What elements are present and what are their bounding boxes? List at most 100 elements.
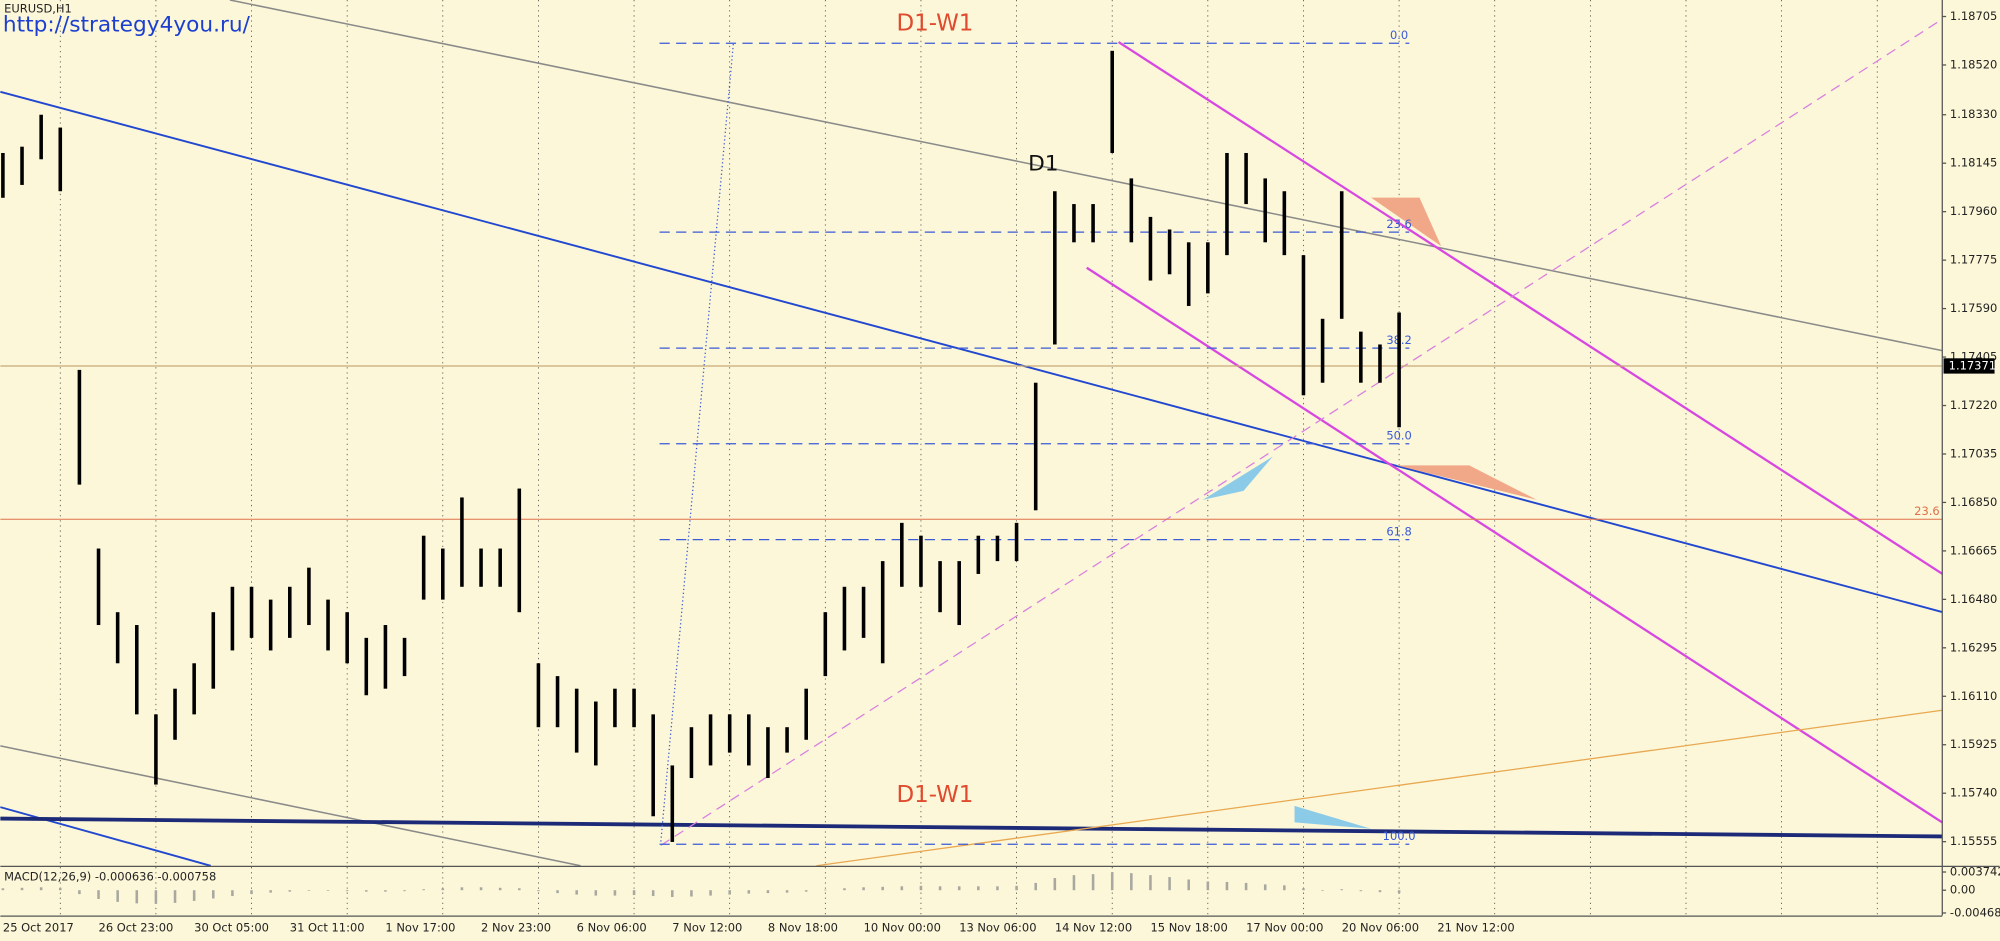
macd-bar [843, 888, 846, 891]
candle [498, 548, 502, 587]
candle [747, 714, 751, 766]
macd-bar [919, 885, 923, 891]
macd-bar [269, 890, 272, 893]
candle [1186, 242, 1191, 306]
x-tick-label: 10 Nov 00:00 [864, 921, 941, 935]
candle [517, 488, 522, 613]
candle [58, 127, 63, 192]
triangle [1294, 805, 1372, 829]
candle [919, 535, 923, 587]
y-tick-label: 1.18145 [1950, 156, 1997, 170]
macd-bar [78, 890, 81, 895]
trend-line [660, 18, 1943, 846]
macd-bar [537, 890, 540, 892]
candle [1282, 191, 1287, 256]
candle [460, 497, 464, 587]
candle [173, 688, 177, 740]
candle [1301, 255, 1306, 396]
macd-bar [766, 890, 770, 894]
macd-bar [804, 890, 808, 892]
x-tick-label: 21 Nov 12:00 [1437, 921, 1514, 935]
candle [1244, 152, 1248, 205]
macd-bar [212, 890, 215, 899]
macd-bar [97, 890, 100, 899]
candle [1359, 331, 1363, 383]
candle [574, 688, 579, 753]
y-tick-label: 1.17220 [1950, 398, 1997, 412]
candle [823, 612, 828, 677]
candle [842, 586, 847, 651]
candle [345, 612, 349, 664]
macd-bar [594, 890, 598, 896]
candle [402, 637, 407, 677]
macd-bar [977, 886, 980, 891]
candle [536, 663, 541, 728]
macd-bar [747, 890, 751, 894]
candle [785, 727, 789, 753]
macd-bar [1072, 875, 1076, 891]
candle [479, 548, 483, 587]
candle [976, 535, 981, 574]
macd-tick-label: 0.003742 [1950, 865, 2000, 879]
macd-bar [1378, 890, 1382, 893]
macd-bar [518, 888, 521, 891]
macd-bar [1397, 890, 1401, 894]
x-tick-label: 6 Nov 06:00 [577, 921, 647, 935]
x-tick-label: 8 Nov 18:00 [768, 921, 838, 935]
macd-bar [996, 886, 999, 891]
macd-bar [1206, 881, 1210, 891]
candle [1129, 178, 1134, 243]
macd-bar [1283, 885, 1286, 891]
fib-label: 23.6 [1386, 217, 1412, 231]
triangle [1371, 197, 1442, 247]
fib-label: 0.0 [1390, 28, 1408, 42]
candle [880, 561, 885, 664]
macd-bar [1244, 882, 1248, 891]
annotation: D1 [1028, 151, 1058, 176]
macd-bar [39, 887, 43, 891]
y-tick-label: 1.15925 [1950, 737, 1997, 751]
candle [230, 586, 235, 651]
candle [670, 765, 675, 842]
trend-line [0, 816, 1943, 839]
candle [39, 114, 43, 160]
macd-bar [862, 887, 865, 891]
macd-bar [957, 886, 961, 891]
candle [632, 688, 636, 728]
y-tick-label: 1.15555 [1950, 834, 1997, 848]
macd-bar [460, 887, 464, 891]
axes: 1.18705 1.18520 1.18330 1.18145 1.17960 1.177… [3, 9, 1997, 935]
trend-line [0, 806, 211, 867]
candle [1053, 191, 1057, 345]
candle [383, 625, 388, 689]
candle [804, 688, 808, 740]
x-tick-label: 26 Oct 23:00 [99, 921, 174, 935]
x-tick-label: 15 Nov 18:00 [1150, 921, 1227, 935]
macd-bar [881, 886, 884, 891]
candle [20, 146, 24, 185]
macd-bar [556, 890, 559, 894]
y-tick-label: 1.16480 [1950, 592, 1997, 606]
fib-label: 50.0 [1386, 429, 1412, 443]
macd-bar [192, 890, 196, 901]
macd-bar [135, 890, 139, 904]
macd-bar [231, 890, 234, 897]
candle [613, 688, 617, 728]
macd-bar [154, 890, 158, 904]
candle [96, 548, 101, 626]
candle [1263, 178, 1267, 243]
x-tick-label: 1 Nov 17:00 [385, 921, 455, 935]
macd-bar [345, 890, 349, 892]
candle [594, 701, 598, 766]
x-tick-label: 31 Oct 11:00 [290, 921, 365, 935]
macd-bar [1225, 881, 1229, 891]
macd-bar [1340, 889, 1343, 891]
macd-bar [59, 887, 62, 891]
candle [326, 599, 330, 651]
macd-bar [1168, 877, 1171, 891]
annotation: D1-W1 [897, 782, 974, 808]
macd-bar [709, 890, 712, 896]
macd-bar [1149, 875, 1152, 891]
candle [1397, 312, 1401, 428]
